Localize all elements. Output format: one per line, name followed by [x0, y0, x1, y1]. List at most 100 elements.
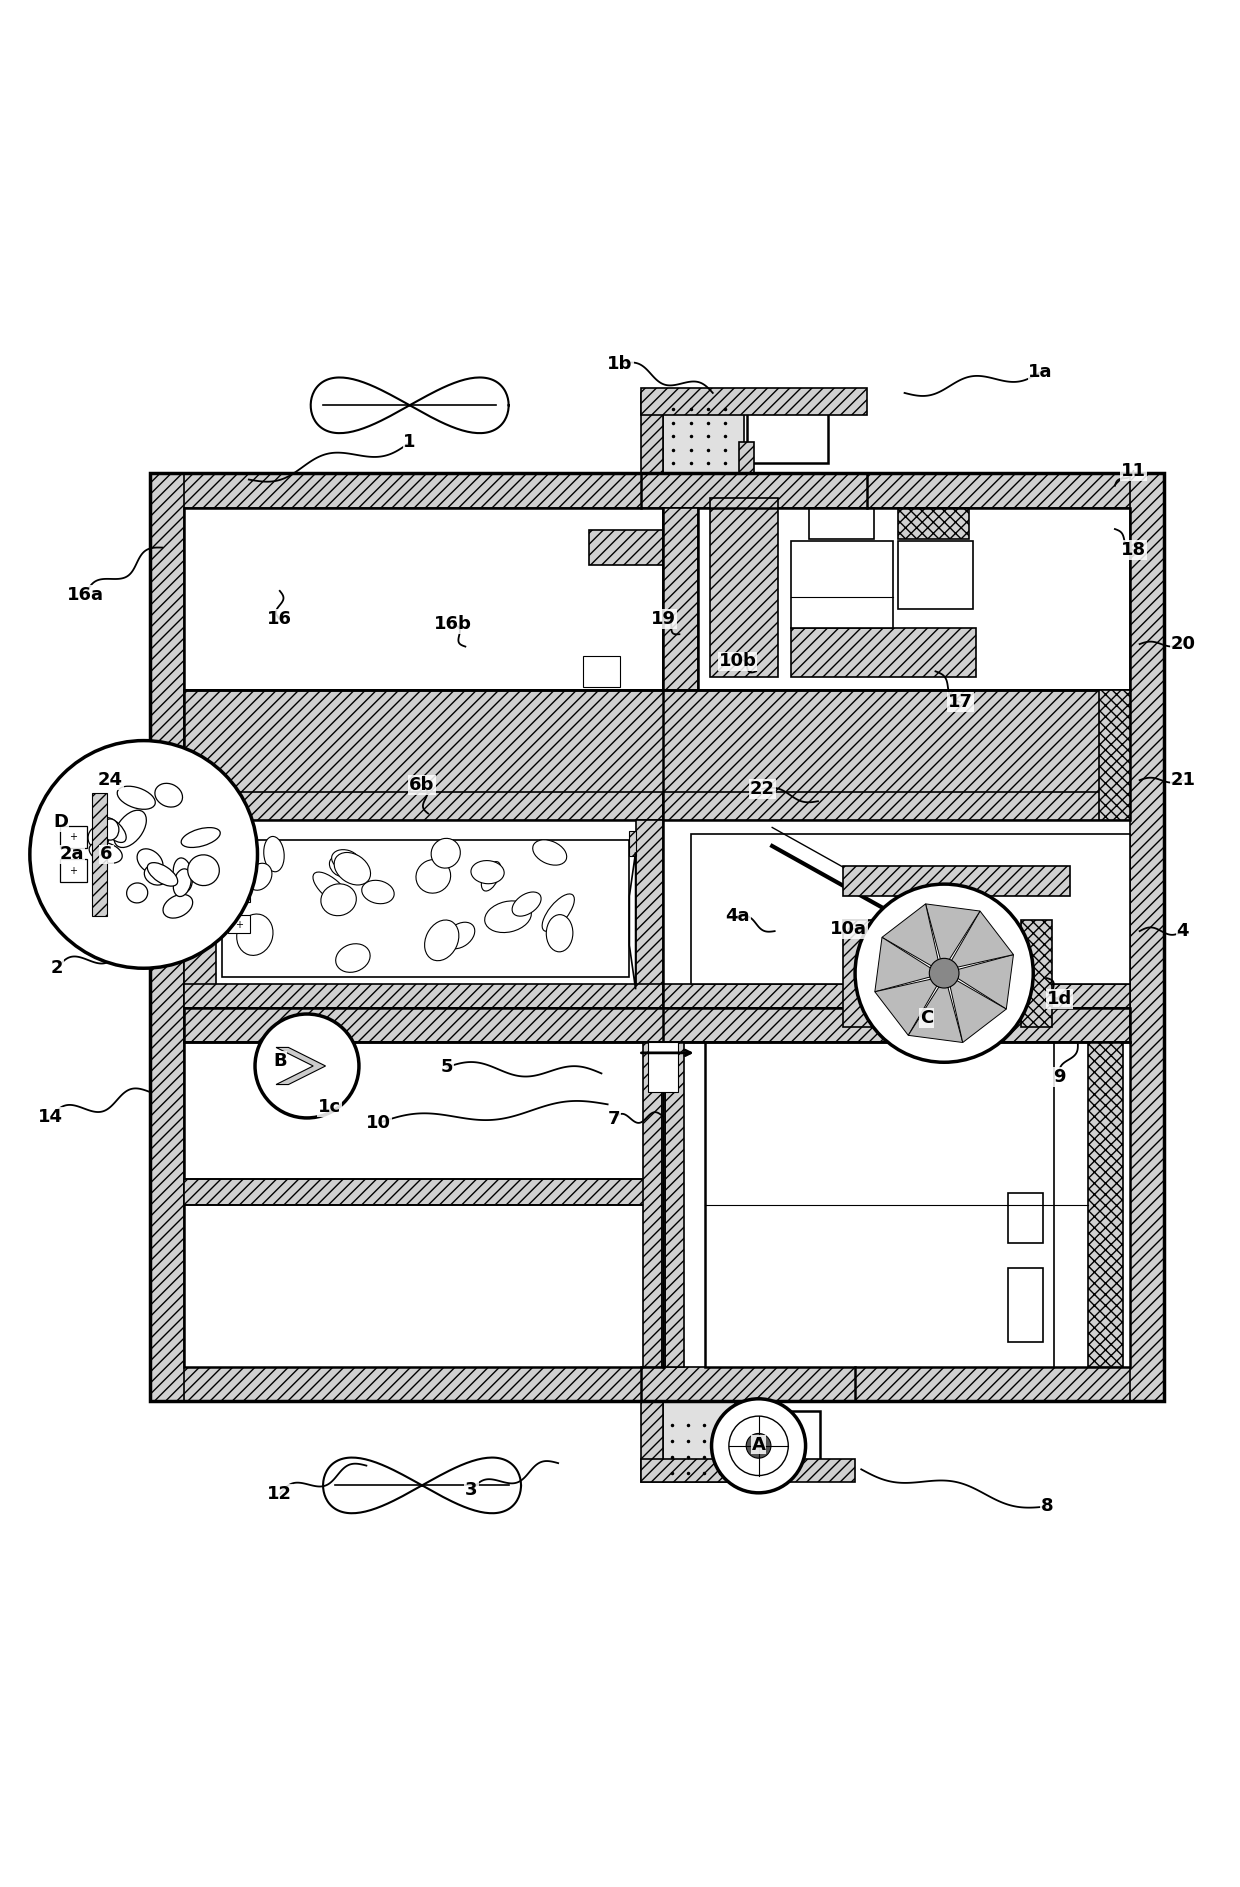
Bar [1008, 1268, 1043, 1342]
Bar [791, 628, 976, 677]
Bar [185, 530, 663, 564]
Bar [711, 498, 779, 677]
Bar [1130, 474, 1164, 1402]
Polygon shape [882, 904, 939, 968]
Circle shape [856, 885, 1033, 1062]
Ellipse shape [547, 915, 573, 951]
Text: C: C [920, 1010, 934, 1027]
Polygon shape [630, 853, 636, 989]
Ellipse shape [264, 836, 284, 872]
Ellipse shape [329, 885, 347, 910]
Ellipse shape [415, 860, 450, 893]
Text: 4: 4 [1177, 923, 1189, 940]
Text: 6b: 6b [409, 776, 435, 794]
Text: 4a: 4a [725, 908, 750, 925]
Bar [185, 1008, 1130, 1042]
Ellipse shape [237, 913, 273, 955]
Bar [583, 657, 620, 687]
Text: 10: 10 [366, 1113, 392, 1132]
Text: 2: 2 [51, 959, 63, 977]
Text: 3: 3 [465, 1481, 477, 1500]
Bar [185, 793, 663, 819]
Bar [150, 474, 185, 1402]
Text: 6: 6 [100, 845, 113, 864]
Circle shape [746, 1434, 771, 1459]
Bar [663, 983, 1130, 1008]
Bar [185, 691, 1130, 819]
Ellipse shape [148, 862, 177, 887]
Bar [663, 1402, 735, 1481]
Ellipse shape [330, 857, 350, 877]
Ellipse shape [445, 923, 475, 949]
Polygon shape [908, 983, 962, 1042]
Text: A: A [751, 1436, 765, 1453]
Bar [60, 859, 87, 881]
Text: 10b: 10b [719, 653, 756, 670]
Bar [185, 691, 1130, 819]
Bar [636, 819, 663, 1008]
Bar [641, 392, 663, 474]
Text: 16a: 16a [67, 585, 104, 604]
Bar [1021, 919, 1052, 1027]
Bar [649, 1042, 678, 1093]
Bar [698, 508, 1130, 691]
Ellipse shape [181, 828, 221, 847]
Bar [641, 1402, 663, 1481]
Ellipse shape [89, 842, 123, 862]
Polygon shape [925, 904, 980, 964]
Text: D: D [53, 813, 68, 832]
Bar [663, 392, 744, 474]
Bar [185, 1042, 663, 1366]
Text: 2a: 2a [60, 845, 84, 864]
Bar [665, 1042, 684, 1366]
Text: 17: 17 [947, 693, 972, 711]
Bar [641, 1459, 856, 1481]
Bar [704, 1042, 1130, 1366]
Bar [642, 1042, 662, 1366]
Ellipse shape [138, 849, 162, 874]
Bar [589, 530, 663, 564]
Bar [898, 508, 968, 540]
Text: 14: 14 [38, 1108, 63, 1127]
Ellipse shape [471, 860, 505, 883]
Ellipse shape [126, 883, 148, 902]
Text: +: + [69, 832, 77, 842]
Bar [843, 866, 1070, 896]
Bar [748, 402, 828, 464]
Bar [185, 508, 663, 691]
Ellipse shape [336, 944, 370, 972]
Text: 12: 12 [268, 1485, 293, 1504]
Text: 8: 8 [1040, 1498, 1053, 1515]
Ellipse shape [248, 862, 272, 891]
Bar [228, 883, 250, 902]
Bar [662, 1042, 665, 1366]
Polygon shape [949, 977, 1007, 1042]
Bar [228, 915, 250, 934]
Ellipse shape [174, 859, 192, 893]
Bar [739, 442, 754, 474]
Bar [1089, 1042, 1122, 1366]
Text: 24: 24 [98, 772, 123, 789]
Bar [185, 834, 216, 1008]
Text: 9: 9 [1053, 1068, 1065, 1087]
Text: 1: 1 [403, 434, 415, 451]
Text: 18: 18 [1121, 542, 1146, 559]
Ellipse shape [118, 787, 155, 810]
Circle shape [729, 1415, 789, 1476]
Ellipse shape [362, 881, 394, 904]
Bar [641, 389, 868, 415]
Text: 1d: 1d [1047, 991, 1071, 1008]
Ellipse shape [533, 840, 567, 864]
Text: +: + [236, 889, 243, 898]
Ellipse shape [542, 894, 574, 932]
Text: 10a: 10a [831, 919, 868, 938]
Ellipse shape [321, 883, 356, 915]
Ellipse shape [334, 853, 371, 885]
Polygon shape [949, 911, 1013, 968]
Text: 16: 16 [268, 610, 293, 628]
Text: 20: 20 [1171, 636, 1195, 653]
Bar [791, 542, 893, 628]
Bar [843, 919, 874, 1027]
Text: 7: 7 [608, 1110, 620, 1128]
Ellipse shape [102, 819, 119, 840]
